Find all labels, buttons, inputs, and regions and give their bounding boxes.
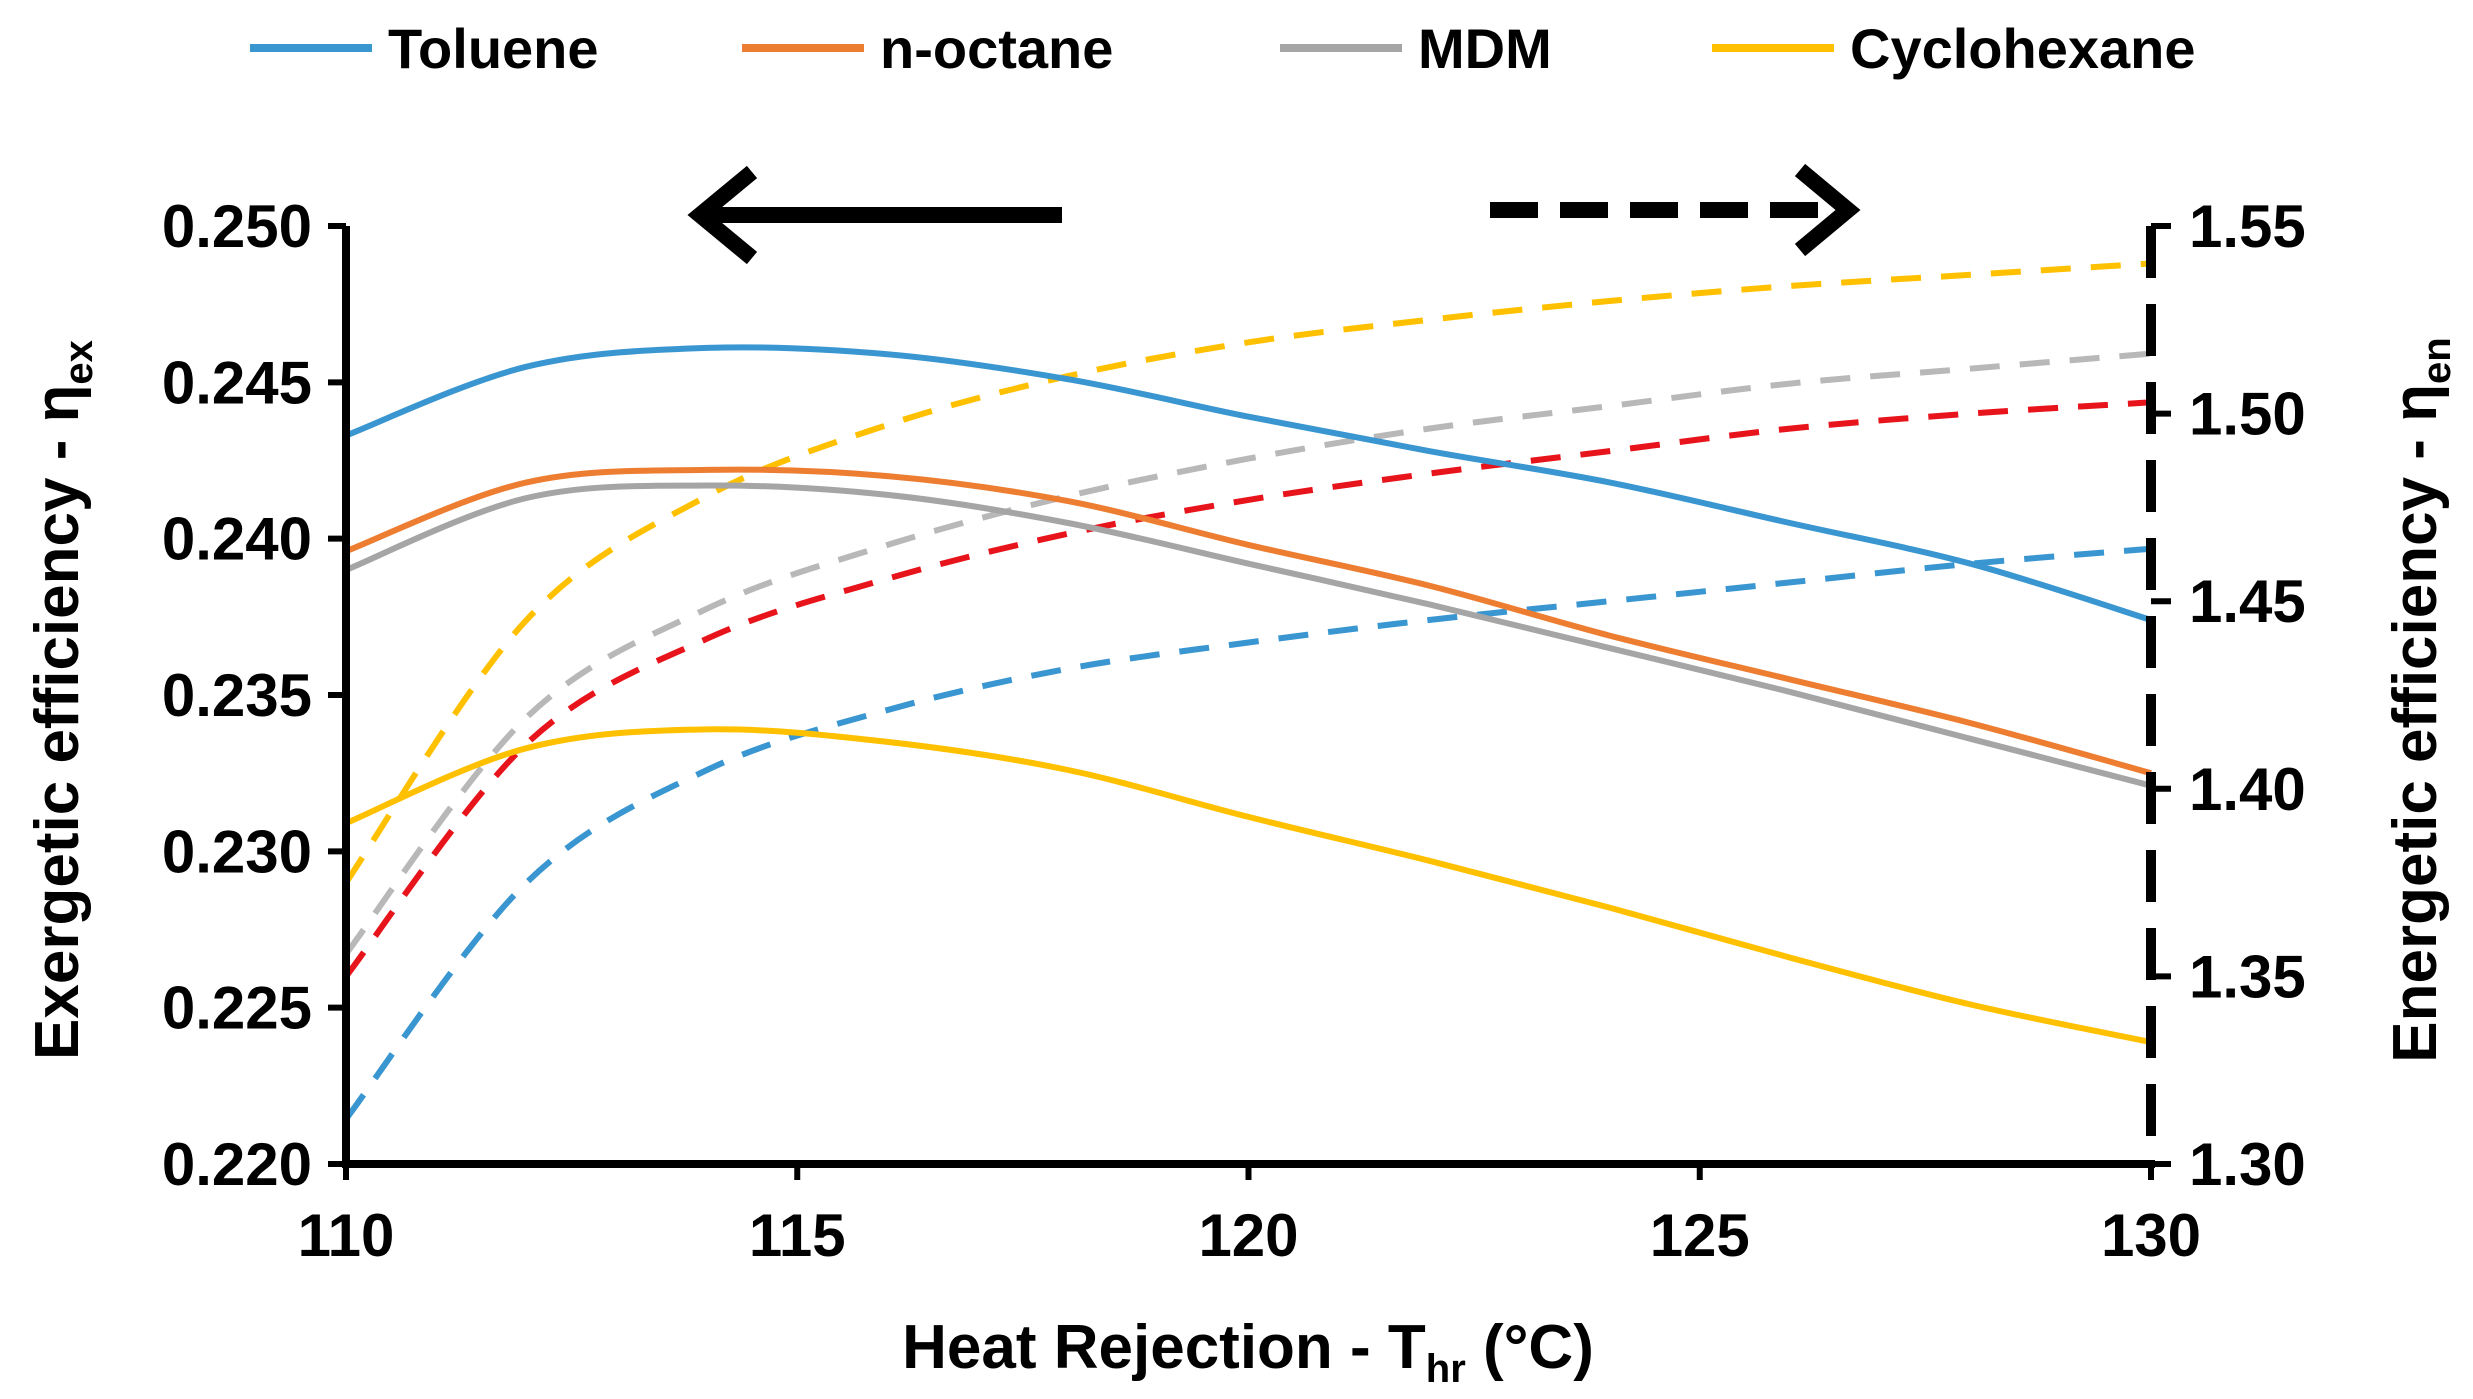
x-axis-title: Heat Rejection - Thr (°C) — [902, 1313, 1594, 1391]
left-y-axis-title: Exergetic efficiency - ηex — [23, 340, 101, 1060]
legend-label-n-octane: n-octane — [880, 17, 1113, 80]
series-n-octane-energetic-line — [343, 399, 2152, 979]
series-toluene-energetic-line — [343, 545, 2152, 1121]
left-y-tick-label: 0.240 — [162, 506, 312, 573]
left-y-tick-label: 0.250 — [162, 193, 312, 260]
x-tick-label: 125 — [1650, 1202, 1750, 1269]
left-y-tick-label: 0.235 — [162, 662, 312, 729]
x-tick-label: 110 — [298, 1202, 395, 1269]
left-arrow-icon — [687, 165, 758, 265]
series-mdm-exergetic-line — [344, 482, 2152, 789]
x-tick-label: 130 — [2101, 1202, 2201, 1269]
series-cyclohexane-exergetic-line — [344, 726, 2152, 1046]
series-toluene-exergetic-line — [344, 344, 2152, 623]
series-cyclohexane-energetic-line — [343, 260, 2152, 885]
right-y-tick-label: 1.30 — [2189, 1131, 2306, 1198]
axes-layer: 110 115 120 125 130 0.220 0.225 0.230 0.235 0.240… — [162, 193, 2306, 1269]
right-arrow-icon — [1794, 163, 1861, 257]
right-y-tick-label: 1.35 — [2189, 943, 2306, 1010]
right-y-tick-label: 1.50 — [2189, 381, 2306, 448]
legend: Toluene n-octane MDM Cyclohexane — [250, 17, 2196, 80]
right-y-tick-label: 1.40 — [2189, 756, 2306, 823]
x-tick-label: 120 — [1198, 1202, 1298, 1269]
series-mdm-energetic-line — [343, 350, 2152, 956]
right-y-axis-title: Energetic efficiency - ηen — [2381, 337, 2459, 1062]
left-y-tick-label: 0.245 — [162, 349, 312, 416]
legend-label-toluene: Toluene — [388, 17, 599, 80]
left-y-tick-label: 0.220 — [162, 1131, 312, 1198]
left-y-tick-label: 0.225 — [162, 975, 312, 1042]
direction-arrows — [687, 163, 1861, 265]
legend-label-cyclohexane: Cyclohexane — [1850, 17, 2196, 80]
right-y-tick-label: 1.55 — [2189, 193, 2306, 260]
axis-titles: Heat Rejection - Thr (°C) Exergetic effic… — [23, 337, 2459, 1391]
left-y-tick-label: 0.230 — [162, 818, 312, 885]
right-y-tick-label: 1.45 — [2189, 568, 2306, 635]
series-n-octane-exergetic-line — [344, 466, 2152, 777]
legend-label-mdm: MDM — [1418, 17, 1552, 80]
series-layer — [343, 260, 2152, 1121]
x-tick-label: 115 — [749, 1202, 846, 1269]
